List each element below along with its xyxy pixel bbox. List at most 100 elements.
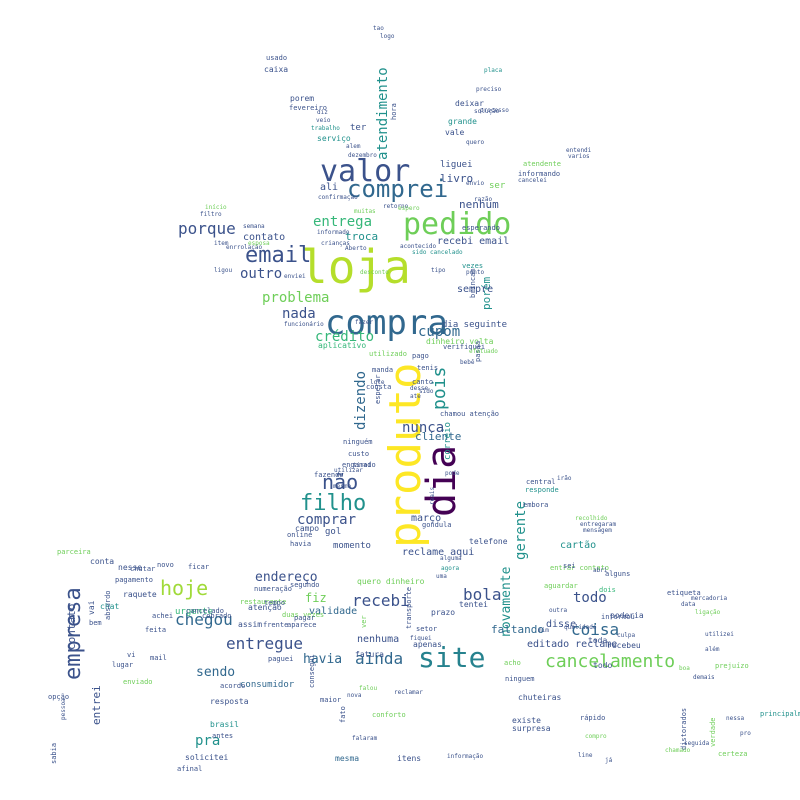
cloud-word: informando — [518, 170, 560, 178]
cloud-word: ficar — [188, 563, 209, 571]
cloud-word: toda — [588, 636, 607, 645]
cloud-word: além — [705, 646, 720, 653]
cloud-word: fevereiro — [289, 104, 327, 112]
cloud-word: início — [205, 204, 227, 211]
cloud-word: ate — [410, 393, 421, 400]
cloud-word: fazer — [355, 319, 373, 326]
cloud-word: paguei — [268, 655, 293, 663]
cloud-word: varios — [568, 153, 590, 160]
cloud-word: disse — [546, 619, 576, 630]
cloud-word: surpresa — [512, 724, 551, 733]
cloud-word: editado reclame — [527, 639, 617, 650]
cloud-word: ainda — [355, 649, 403, 668]
cloud-word: momento — [333, 541, 371, 551]
cloud-word: alguns — [605, 570, 630, 578]
cloud-word: telefone — [469, 537, 508, 546]
cloud-word: entrei — [90, 685, 103, 725]
cloud-word: usado — [266, 54, 287, 62]
cloud-word: ligou — [214, 267, 232, 274]
cloud-word: email — [245, 243, 311, 268]
cloud-word: central — [526, 478, 556, 486]
cloud-word: canto — [412, 378, 433, 386]
cloud-word: passa — [474, 341, 482, 362]
cloud-word: poderia — [610, 611, 644, 620]
cloud-word: grande — [448, 117, 477, 126]
cloud-word: aplicativo — [318, 341, 366, 350]
cloud-word: sempre — [457, 284, 493, 295]
cloud-word: gol — [325, 527, 341, 537]
cloud-word: correio — [443, 422, 453, 460]
cloud-word: responde — [525, 486, 559, 494]
cloud-word: chat — [100, 602, 119, 611]
cloud-word: parceira — [57, 548, 91, 556]
cloud-word: existe — [512, 716, 541, 725]
cloud-word: dia — [419, 445, 465, 517]
cloud-word: pois — [429, 367, 450, 410]
cloud-word: dezembro — [348, 152, 377, 159]
cloud-word: enviado — [123, 678, 153, 686]
cloud-word: manda — [372, 366, 393, 374]
cloud-word: serviço — [317, 134, 351, 143]
cloud-word: fatura — [355, 650, 384, 659]
cloud-word: numeração — [254, 585, 292, 593]
cloud-word: placa — [484, 67, 502, 74]
cloud-word: diz — [317, 109, 328, 116]
cloud-word: restaurante — [240, 598, 286, 606]
cloud-word: contato — [243, 232, 285, 243]
cloud-word: não — [322, 470, 358, 494]
cloud-word: entrega — [313, 214, 372, 230]
cloud-word: ser — [489, 181, 506, 191]
cloud-word: certeza — [718, 750, 748, 758]
cloud-word: atendimento — [375, 67, 391, 160]
cloud-word: segundo — [290, 581, 320, 589]
cloud-word: informado — [317, 229, 350, 236]
cloud-word: mim — [538, 627, 549, 634]
cloud-word: cobrado — [202, 612, 232, 620]
cloud-word: logo — [380, 33, 395, 40]
cloud-word: aparece — [287, 621, 317, 629]
cloud-word: transporte — [405, 587, 413, 629]
cloud-word: novo — [157, 561, 174, 569]
cloud-word: porque — [178, 219, 236, 238]
cloud-word: processo — [480, 107, 509, 114]
cloud-word: tempo — [264, 599, 285, 607]
cloud-word: abri — [593, 567, 608, 574]
cloud-word: Aberto — [345, 245, 367, 252]
cloud-word: fato — [339, 706, 347, 723]
cloud-word: aguardar — [544, 582, 578, 590]
cloud-word: veio — [316, 117, 331, 124]
cloud-word: reais — [429, 487, 436, 505]
cloud-word: site — [418, 641, 485, 674]
cloud-word: afinal — [177, 765, 202, 773]
cloud-word: valor — [320, 154, 410, 189]
cloud-word: sido cancelado — [412, 249, 463, 256]
cloud-word: comprar — [297, 512, 356, 528]
cloud-word: tentei — [459, 600, 488, 609]
cloud-word: funcionário — [284, 321, 324, 328]
cloud-word: reclamar — [394, 689, 423, 696]
cloud-word: consumidor — [240, 680, 295, 690]
cloud-word: achei — [152, 612, 173, 620]
cloud-word: feita — [145, 626, 166, 634]
cloud-word: chamado — [665, 747, 691, 754]
cloud-word: bola — [463, 585, 502, 604]
cloud-word: outro — [240, 266, 282, 282]
cloud-word: enrrolação — [226, 244, 263, 251]
cloud-word: porém — [480, 277, 493, 310]
cloud-word: caixa — [264, 65, 288, 74]
cloud-word: recolhido — [575, 515, 608, 522]
cloud-word: crianças — [321, 240, 350, 247]
cloud-word: falaram — [352, 735, 378, 742]
cloud-word: lugar — [112, 661, 133, 669]
cloud-word: brasil — [210, 720, 239, 729]
cloud-word: nova — [347, 692, 362, 699]
cloud-word: recebi email — [437, 236, 509, 247]
cloud-word: absurdo — [104, 590, 112, 620]
cloud-word: qualidade — [564, 624, 597, 631]
cloud-word: coisa — [571, 620, 619, 639]
cloud-word: sei — [563, 562, 576, 570]
cloud-word: gondula — [422, 521, 452, 529]
cloud-word: frente — [263, 621, 288, 629]
cloud-word: desse — [410, 385, 428, 392]
